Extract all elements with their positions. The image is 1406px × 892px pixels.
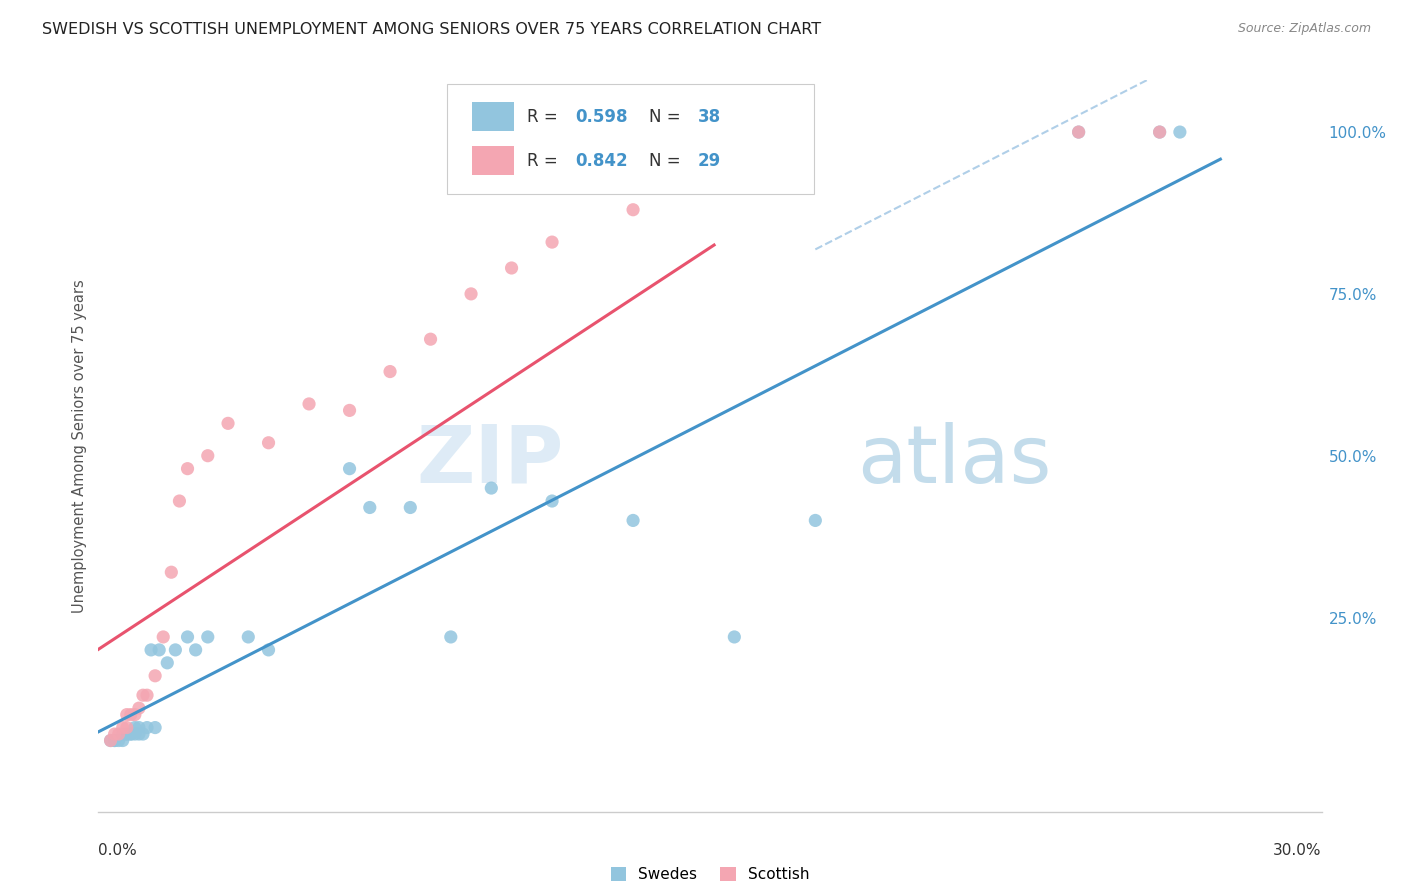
Point	[124, 707, 146, 722]
Point	[115, 727, 138, 741]
Point	[136, 721, 159, 735]
Point	[339, 461, 361, 475]
Point	[128, 727, 150, 741]
Text: N =: N =	[648, 152, 686, 169]
Point	[1067, 125, 1090, 139]
Point	[120, 707, 142, 722]
Point	[399, 500, 422, 515]
Point	[460, 286, 482, 301]
Point	[115, 727, 138, 741]
FancyBboxPatch shape	[471, 146, 515, 176]
Point	[541, 235, 564, 249]
Point	[1168, 125, 1191, 139]
Point	[804, 513, 827, 527]
Text: 29: 29	[697, 152, 721, 169]
Point	[217, 417, 239, 431]
Point	[160, 566, 183, 580]
Point	[132, 727, 155, 741]
Point	[541, 494, 564, 508]
Point	[257, 643, 280, 657]
Text: atlas: atlas	[856, 422, 1052, 500]
Point	[501, 260, 523, 275]
Point	[124, 727, 146, 741]
Point	[169, 494, 191, 508]
Text: R =: R =	[526, 108, 562, 126]
Point	[1149, 125, 1171, 139]
Point	[440, 630, 463, 644]
Point	[115, 721, 138, 735]
Point	[197, 630, 219, 644]
Point	[339, 403, 361, 417]
Point	[479, 481, 502, 495]
Point	[100, 733, 122, 747]
Point	[124, 721, 146, 735]
Text: ZIP: ZIP	[416, 422, 564, 500]
Y-axis label: Unemployment Among Seniors over 75 years: Unemployment Among Seniors over 75 years	[72, 279, 87, 613]
Text: N =: N =	[648, 108, 686, 126]
Point	[257, 435, 280, 450]
Point	[100, 733, 122, 747]
Point	[104, 733, 127, 747]
Point	[132, 688, 155, 702]
Point	[419, 332, 441, 346]
Point	[238, 630, 260, 644]
Point	[111, 727, 134, 741]
Text: Source: ZipAtlas.com: Source: ZipAtlas.com	[1237, 22, 1371, 36]
Point	[359, 500, 381, 515]
Point	[1149, 125, 1171, 139]
Point	[298, 397, 321, 411]
Point	[111, 733, 134, 747]
Point	[120, 727, 142, 741]
Point	[143, 669, 166, 683]
Point	[165, 643, 187, 657]
Text: SWEDISH VS SCOTTISH UNEMPLOYMENT AMONG SENIORS OVER 75 YEARS CORRELATION CHART: SWEDISH VS SCOTTISH UNEMPLOYMENT AMONG S…	[42, 22, 821, 37]
Point	[1067, 125, 1090, 139]
Point	[156, 656, 179, 670]
Text: 38: 38	[697, 108, 721, 126]
Text: 0.0%: 0.0%	[98, 843, 138, 858]
Text: R =: R =	[526, 152, 562, 169]
Text: 0.598: 0.598	[575, 108, 628, 126]
Point	[197, 449, 219, 463]
Point	[139, 643, 162, 657]
Point	[128, 721, 150, 735]
Point	[111, 721, 134, 735]
FancyBboxPatch shape	[471, 103, 515, 131]
FancyBboxPatch shape	[447, 84, 814, 194]
Point	[107, 733, 129, 747]
Legend: Swedes, Scottish: Swedes, Scottish	[605, 861, 815, 888]
Point	[148, 643, 170, 657]
Point	[621, 513, 644, 527]
Point	[143, 721, 166, 735]
Point	[136, 688, 159, 702]
Point	[107, 727, 129, 741]
Point	[115, 707, 138, 722]
Point	[621, 202, 644, 217]
Point	[378, 365, 401, 379]
Point	[104, 733, 127, 747]
Point	[120, 727, 142, 741]
Point	[128, 701, 150, 715]
Point	[176, 630, 198, 644]
Point	[184, 643, 207, 657]
Text: 0.842: 0.842	[575, 152, 628, 169]
Point	[104, 727, 127, 741]
Point	[723, 630, 745, 644]
Text: 30.0%: 30.0%	[1274, 843, 1322, 858]
Point	[152, 630, 174, 644]
Point	[176, 461, 198, 475]
